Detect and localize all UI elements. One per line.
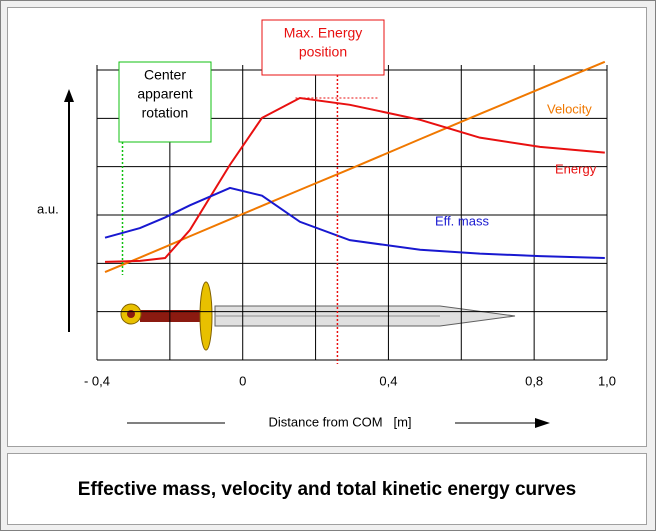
series-line bbox=[104, 186, 605, 260]
caption: Effective mass, velocity and total kinet… bbox=[7, 453, 647, 525]
x-tick-label: 0,8 bbox=[525, 373, 543, 388]
annotation-text: Max. Energy bbox=[284, 25, 363, 41]
x-tick-label: 1,0 bbox=[598, 373, 616, 388]
y-axis-label: a.u. bbox=[37, 201, 59, 216]
series-line bbox=[104, 60, 606, 273]
series-label: Eff. mass bbox=[435, 213, 489, 228]
annotation-text: apparent bbox=[137, 86, 192, 102]
x-arrow-head bbox=[535, 418, 550, 428]
x-label-bg bbox=[225, 412, 455, 434]
x-tick-label: 0 bbox=[239, 373, 246, 388]
x-tick-label: 0,4 bbox=[379, 373, 397, 388]
y-arrow-head bbox=[64, 89, 74, 102]
annotation-box bbox=[118, 61, 212, 143]
series-line bbox=[104, 96, 605, 263]
annotation-text: Center bbox=[144, 67, 186, 83]
sword bbox=[120, 281, 516, 351]
annotation-text: rotation bbox=[142, 105, 189, 121]
annotation-text: position bbox=[299, 44, 347, 60]
x-axis-label: Distance from COM [m] bbox=[268, 414, 411, 429]
chart: - 0,4 0 0,4 0,8 1,0 Velocity Energy Eff. mass Ce… bbox=[37, 19, 616, 434]
x-tick-label: - 0,4 bbox=[84, 373, 110, 388]
chart-panel bbox=[7, 7, 647, 447]
annotation-box bbox=[261, 19, 385, 76]
series-label: Velocity bbox=[547, 101, 592, 116]
series-label: Energy bbox=[555, 161, 597, 176]
